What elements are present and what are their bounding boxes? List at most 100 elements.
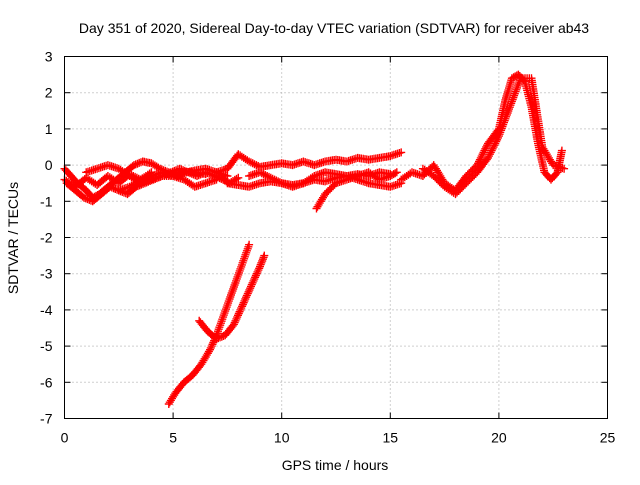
data-point [552, 169, 561, 178]
data-point [242, 291, 251, 300]
y-tick-label: 0 [45, 157, 53, 173]
data-point [206, 345, 214, 354]
data-point [230, 318, 239, 327]
data-point [477, 152, 486, 161]
data-point [208, 340, 217, 349]
y-tick-label: 2 [45, 85, 53, 101]
data-point [234, 309, 243, 318]
data-point [238, 300, 247, 309]
data-point [260, 251, 269, 260]
data-point [259, 170, 268, 179]
data-point [107, 183, 116, 192]
data-point [248, 159, 257, 168]
data-point [490, 141, 499, 150]
data-point [502, 112, 511, 121]
data-point [308, 173, 317, 182]
x-tick-label: 25 [600, 430, 616, 446]
data-point [206, 343, 215, 352]
data-point [235, 307, 244, 316]
data-point [266, 173, 275, 182]
data-point [133, 159, 142, 168]
data-point [232, 314, 241, 323]
data-point [249, 276, 258, 285]
data-point [481, 144, 490, 153]
y-axis-label: SDTVAR / TECUs [5, 182, 21, 294]
y-tick-label: -2 [40, 230, 53, 246]
data-point [238, 302, 247, 311]
y-tick-label: -7 [40, 411, 53, 427]
data-point [254, 266, 263, 275]
data-point [246, 158, 255, 167]
data-point [256, 168, 264, 177]
data-point [272, 176, 281, 185]
data-point [243, 289, 252, 298]
x-tick-label: 20 [491, 430, 507, 446]
data-point [229, 320, 238, 329]
data-point [217, 174, 226, 183]
plot-frame [64, 56, 608, 419]
data-point [204, 347, 213, 356]
data-point [244, 287, 253, 296]
data-point [250, 275, 259, 284]
y-tick-label: 3 [45, 49, 53, 65]
data-point [246, 284, 255, 293]
grid-lines [64, 56, 608, 419]
data-point [240, 296, 249, 305]
data-point [505, 105, 513, 114]
data-point [485, 150, 494, 159]
data-point [239, 298, 248, 307]
data-point [397, 148, 406, 157]
data-point [245, 157, 254, 166]
y-tick-label: -1 [40, 193, 53, 209]
data-point [134, 176, 143, 185]
data-point [212, 175, 221, 184]
x-tick-label: 10 [274, 430, 290, 446]
data-point [482, 143, 491, 151]
x-axis-label: GPS time / hours [282, 457, 389, 473]
data-point [386, 152, 395, 161]
data-point [261, 171, 270, 180]
data-point [234, 173, 243, 182]
data-point [83, 195, 92, 204]
data-point [478, 150, 487, 159]
data-point [275, 178, 284, 187]
data-point [492, 137, 501, 146]
data-point [487, 146, 496, 155]
data-point [250, 160, 259, 169]
data-point [81, 194, 90, 203]
data-point [234, 311, 242, 320]
data-point [251, 273, 260, 282]
axis-ticks: 0 5 10 15 20 25 -7 -6 -5 -4 -3 -2 -1 0 1 2 3 [40, 49, 615, 446]
data-point [252, 269, 261, 278]
data-point [491, 139, 500, 148]
data-point [268, 174, 277, 183]
data-point [484, 153, 492, 162]
x-tick-label: 0 [61, 430, 69, 446]
data-point [245, 286, 254, 294]
data-point [251, 271, 260, 280]
data-point [480, 146, 489, 155]
data-point [255, 264, 264, 273]
data-point [484, 152, 493, 161]
data-point [489, 143, 498, 151]
data-point [201, 170, 210, 179]
data-point [242, 293, 251, 302]
data-point [257, 169, 266, 178]
data-point [207, 342, 216, 351]
data-point [557, 146, 566, 155]
data-point [488, 144, 497, 153]
data-point [479, 148, 488, 157]
data-point [241, 295, 250, 303]
data-point [130, 161, 138, 170]
data-point [247, 282, 255, 291]
data-point [274, 177, 283, 186]
data-point [247, 280, 256, 289]
data-point [245, 240, 254, 249]
data-point [507, 97, 516, 106]
data-point [237, 304, 246, 313]
data-point [248, 278, 257, 287]
data-point [514, 80, 523, 88]
data-point [391, 169, 400, 178]
data-point [257, 258, 266, 267]
